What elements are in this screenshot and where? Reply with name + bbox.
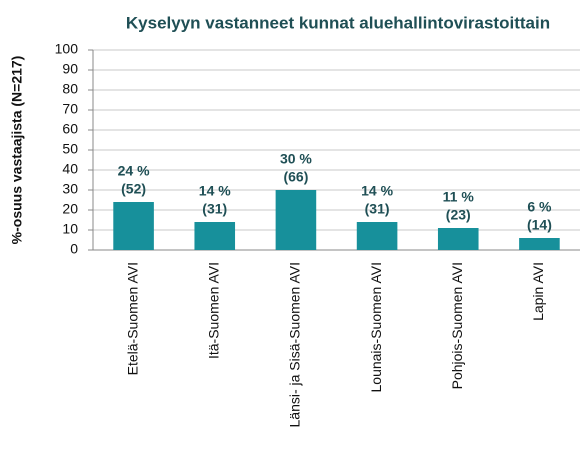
value-label: 30 % <box>280 151 312 167</box>
bar <box>356 222 398 250</box>
y-tick-label: 50 <box>62 141 78 157</box>
y-tick-label: 20 <box>62 201 78 217</box>
bar <box>113 202 154 250</box>
value-label: 6 % <box>527 199 552 215</box>
y-tick-label: 0 <box>70 241 78 257</box>
y-tick-label: 100 <box>55 41 79 57</box>
y-tick-label: 30 <box>62 181 78 197</box>
y-tick-label: 70 <box>62 101 78 117</box>
y-tick-label: 60 <box>62 121 78 137</box>
count-label: (66) <box>283 169 308 185</box>
value-label: 14 % <box>199 183 231 199</box>
value-label: 14 % <box>361 183 393 199</box>
y-tick-label: 40 <box>62 161 78 177</box>
x-tick-label: Itä-Suomen AVI <box>205 262 221 359</box>
x-tick-label: Lounais-Suomen AVI <box>368 262 384 393</box>
x-tick-label: Pohjois-Suomen AVI <box>449 262 465 389</box>
value-label: 11 % <box>443 189 475 205</box>
y-tick-label: 80 <box>62 81 78 97</box>
x-tick-label: Etelä-Suomen AVI <box>124 262 140 375</box>
x-tick-label: Länsi- ja Sisä-Suomen AVI <box>287 262 303 428</box>
chart-title: Kyselyyn vastanneet kunnat aluehallintov… <box>126 13 550 32</box>
bar <box>194 222 236 250</box>
y-axis-label: %-osuus vastaajista (N=217) <box>9 56 25 245</box>
y-tick-label: 90 <box>62 61 78 77</box>
bar <box>437 228 479 250</box>
x-tick-label: Lapin AVI <box>530 262 546 321</box>
count-label: (31) <box>365 201 390 217</box>
bar <box>519 238 560 250</box>
count-label: (52) <box>121 181 146 197</box>
count-label: (14) <box>527 217 552 233</box>
bar <box>275 190 317 250</box>
count-label: (31) <box>202 201 227 217</box>
value-label: 24 % <box>118 163 150 179</box>
y-tick-label: 10 <box>62 221 78 237</box>
count-label: (23) <box>446 207 471 223</box>
